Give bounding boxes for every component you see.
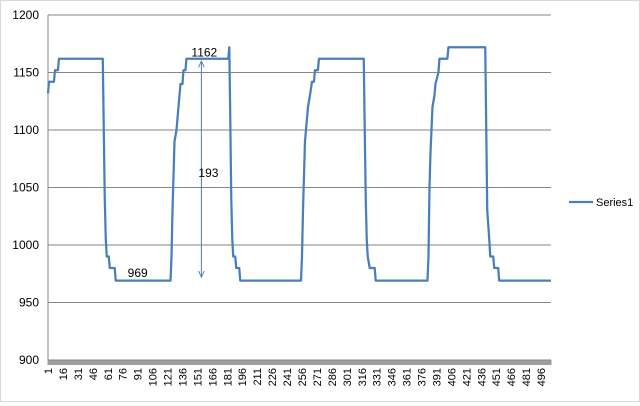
y-tick-label-1150: 1150 bbox=[13, 66, 39, 80]
x-tick-label-346: 346 bbox=[387, 368, 399, 386]
y-axis-tick-labels: 900 950 1000 1050 1100 1150 1200 bbox=[12, 8, 39, 367]
y-tick-label-1200: 1200 bbox=[12, 8, 39, 22]
peak-label: 1162 bbox=[191, 45, 217, 59]
x-tick-label-16: 16 bbox=[58, 368, 70, 380]
x-axis-tick-labels: 1 16 31 46 61 76 91 106 121 136 151 166 181 196 211 226… bbox=[43, 368, 548, 386]
x-tick-label-331: 331 bbox=[372, 368, 384, 386]
y-tick-label-1000: 1000 bbox=[12, 238, 39, 252]
x-tick-label-361: 361 bbox=[402, 368, 414, 386]
x-tick-label-406: 406 bbox=[446, 368, 458, 386]
legend-label-Series1: Series1 bbox=[596, 197, 633, 209]
x-tick-label-181: 181 bbox=[222, 368, 234, 386]
grid-lines bbox=[48, 14, 551, 303]
x-tick-label-196: 196 bbox=[237, 368, 249, 386]
x-tick-label-106: 106 bbox=[148, 368, 160, 386]
x-tick-label-286: 286 bbox=[327, 368, 339, 386]
x-tick-label-271: 271 bbox=[312, 368, 324, 386]
series-line-Series1 bbox=[46, 46, 551, 282]
x-tick-label-166: 166 bbox=[207, 368, 219, 386]
x-axis bbox=[47, 15, 552, 365]
x-tick-label-316: 316 bbox=[357, 368, 369, 386]
x-tick-label-211: 211 bbox=[252, 368, 264, 386]
x-tick-label-466: 466 bbox=[506, 368, 518, 386]
x-tick-label-226: 226 bbox=[267, 368, 279, 386]
x-tick-label-301: 301 bbox=[342, 368, 354, 386]
x-tick-label-241: 241 bbox=[282, 368, 294, 386]
x-tick-label-1: 1 bbox=[43, 368, 55, 374]
x-tick-label-496: 496 bbox=[536, 368, 548, 386]
x-tick-label-391: 391 bbox=[431, 368, 443, 386]
y-tick-label-1100: 1100 bbox=[13, 123, 39, 137]
x-tick-label-31: 31 bbox=[73, 368, 85, 380]
y-tick-label-950: 950 bbox=[19, 296, 39, 310]
x-tick-label-46: 46 bbox=[88, 368, 100, 380]
x-tick-label-256: 256 bbox=[297, 368, 309, 386]
y-tick-label-900: 900 bbox=[19, 353, 39, 367]
x-tick-label-121: 121 bbox=[163, 368, 175, 386]
legend: Series1 bbox=[569, 197, 633, 209]
x-tick-label-136: 136 bbox=[177, 368, 189, 386]
x-tick-label-436: 436 bbox=[476, 368, 488, 386]
x-tick-label-76: 76 bbox=[118, 368, 130, 380]
range-label: 193 bbox=[198, 166, 218, 180]
annotations: 1162 969 193 bbox=[128, 45, 219, 280]
x-axis-tick-marks bbox=[47, 360, 552, 365]
x-tick-label-421: 421 bbox=[461, 368, 473, 386]
x-tick-label-151: 151 bbox=[192, 368, 204, 386]
x-tick-label-91: 91 bbox=[133, 368, 145, 380]
y-tick-label-1050: 1050 bbox=[12, 181, 39, 195]
x-tick-label-61: 61 bbox=[103, 368, 115, 380]
x-tick-label-451: 451 bbox=[491, 368, 503, 386]
x-tick-label-481: 481 bbox=[521, 368, 533, 386]
series-lines bbox=[46, 46, 551, 282]
x-tick-label-376: 376 bbox=[417, 368, 429, 386]
trough-label: 969 bbox=[128, 266, 148, 280]
